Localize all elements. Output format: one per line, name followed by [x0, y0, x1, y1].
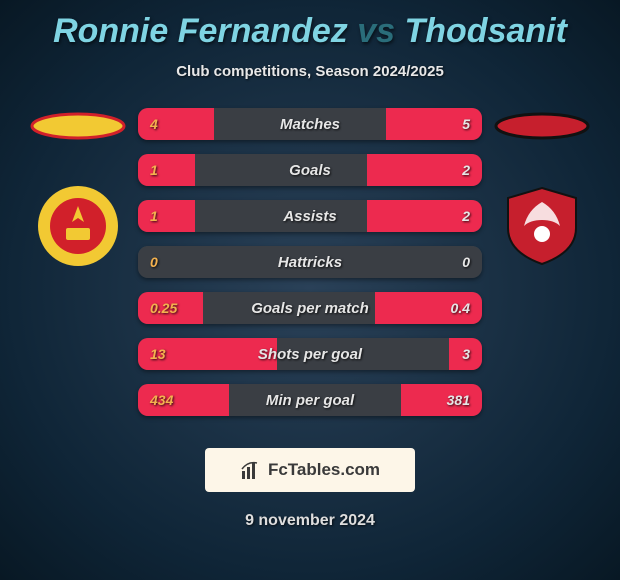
stat-row: Goals per match0.25 0.4 [138, 292, 482, 324]
stat-label: Goals [138, 154, 482, 186]
vs-text: vs [357, 12, 395, 50]
stat-row: Shots per goal13 3 [138, 338, 482, 370]
stat-value-right: 0.4 [451, 292, 470, 324]
stat-label: Matches [138, 108, 482, 140]
watermark: FcTables.com [205, 448, 415, 492]
player2-ellipse-icon [494, 112, 590, 140]
stat-value-left: 1 [150, 154, 158, 186]
stat-value-left: 4 [150, 108, 158, 140]
content-row: Matches45Goals12Assists12Hattricks00Goal… [0, 108, 620, 416]
stat-label: Shots per goal [138, 338, 482, 370]
stat-value-right: 2 [462, 154, 470, 186]
stat-value-left: 1 [150, 200, 158, 232]
stat-value-left: 434 [150, 384, 173, 416]
stat-label: Min per goal [138, 384, 482, 416]
player1-ellipse-icon [30, 112, 126, 140]
stat-row: Matches4 5 [138, 108, 482, 140]
watermark-text: FcTables.com [268, 460, 380, 480]
stat-value-right: 381 [447, 384, 470, 416]
chart-icon [240, 459, 262, 481]
stat-row: Assists1 2 [138, 200, 482, 232]
stat-value-right: 0 [462, 246, 470, 278]
stat-row: Goals1 2 [138, 154, 482, 186]
stat-label: Goals per match [138, 292, 482, 324]
player1-name: Ronnie Fernandez [53, 12, 348, 50]
stat-label: Assists [138, 200, 482, 232]
stat-label: Hattricks [138, 246, 482, 278]
date-text: 9 november 2024 [0, 512, 620, 530]
stat-value-right: 2 [462, 200, 470, 232]
player1-club-badge [36, 184, 120, 268]
player1-badge-column [28, 108, 128, 268]
stat-value-right: 3 [462, 338, 470, 370]
stat-value-right: 5 [462, 108, 470, 140]
stat-value-left: 13 [150, 338, 166, 370]
stat-value-left: 0.25 [150, 292, 177, 324]
comparison-title: Ronnie Fernandez vs Thodsanit [0, 0, 620, 51]
stat-row: Min per goal434 381 [138, 384, 482, 416]
player2-badge-column [492, 108, 592, 268]
subtitle: Club competitions, Season 2024/2025 [0, 63, 620, 80]
stat-row: Hattricks0 0 [138, 246, 482, 278]
stat-value-left: 0 [150, 246, 158, 278]
player2-name: Thodsanit [405, 12, 567, 50]
player2-club-badge [500, 184, 584, 268]
stats-container: Matches45Goals12Assists12Hattricks00Goal… [138, 108, 482, 416]
